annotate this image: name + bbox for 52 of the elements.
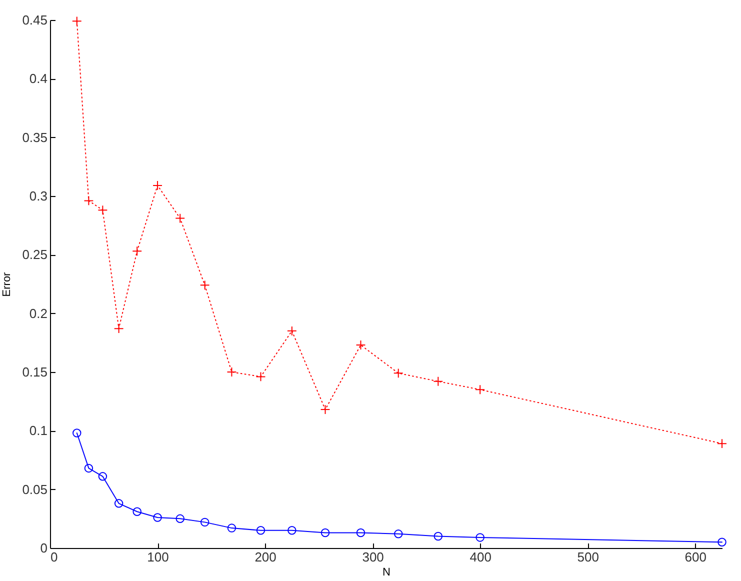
point <box>153 513 162 522</box>
point <box>227 524 236 532</box>
x-tick-label: 500 <box>577 550 599 564</box>
y-tick-label: 0.4 <box>29 71 48 86</box>
point <box>393 368 404 378</box>
point <box>356 528 366 538</box>
y-tick-label: 0.2 <box>29 306 48 321</box>
point <box>98 472 108 481</box>
x-axis-title: N <box>382 566 391 578</box>
point <box>72 428 82 438</box>
point <box>72 16 82 26</box>
point <box>476 533 484 542</box>
point <box>356 340 366 350</box>
point <box>114 499 124 508</box>
y-tick-label: 0.3 <box>29 188 48 204</box>
point <box>200 280 210 290</box>
point <box>152 180 162 190</box>
point <box>717 438 727 449</box>
point <box>718 538 726 546</box>
point <box>200 518 210 527</box>
point <box>175 213 186 224</box>
y-tick-label: 0.15 <box>22 364 48 380</box>
point <box>176 514 184 524</box>
point <box>320 404 330 415</box>
point <box>394 530 403 538</box>
point <box>286 326 297 336</box>
point <box>434 532 443 541</box>
y-tick-label: 0.35 <box>22 130 48 145</box>
point <box>84 196 94 206</box>
point <box>84 464 94 473</box>
point <box>256 372 266 382</box>
point <box>433 376 444 386</box>
point <box>256 526 266 535</box>
x-tick-label: 0 <box>50 550 58 564</box>
y-axis-title: Error <box>1 272 14 297</box>
x-tick-label: 400 <box>470 550 492 564</box>
point <box>288 526 296 535</box>
x-tick-label: 100 <box>147 550 169 564</box>
x-tick-label: 600 <box>684 550 706 564</box>
point <box>475 384 486 395</box>
x-tick-label: 200 <box>254 550 276 564</box>
y-tick-label: 0.25 <box>22 247 48 262</box>
point <box>98 205 108 216</box>
point <box>320 528 330 538</box>
x-tick-label: 300 <box>362 550 384 564</box>
y-tick-label: 0.45 <box>22 12 48 28</box>
y-tick-label: 0.05 <box>22 482 48 497</box>
point <box>114 324 124 334</box>
point <box>226 367 237 377</box>
y-tick-label: 0.1 <box>29 423 48 438</box>
point <box>132 507 142 516</box>
point <box>132 246 142 256</box>
